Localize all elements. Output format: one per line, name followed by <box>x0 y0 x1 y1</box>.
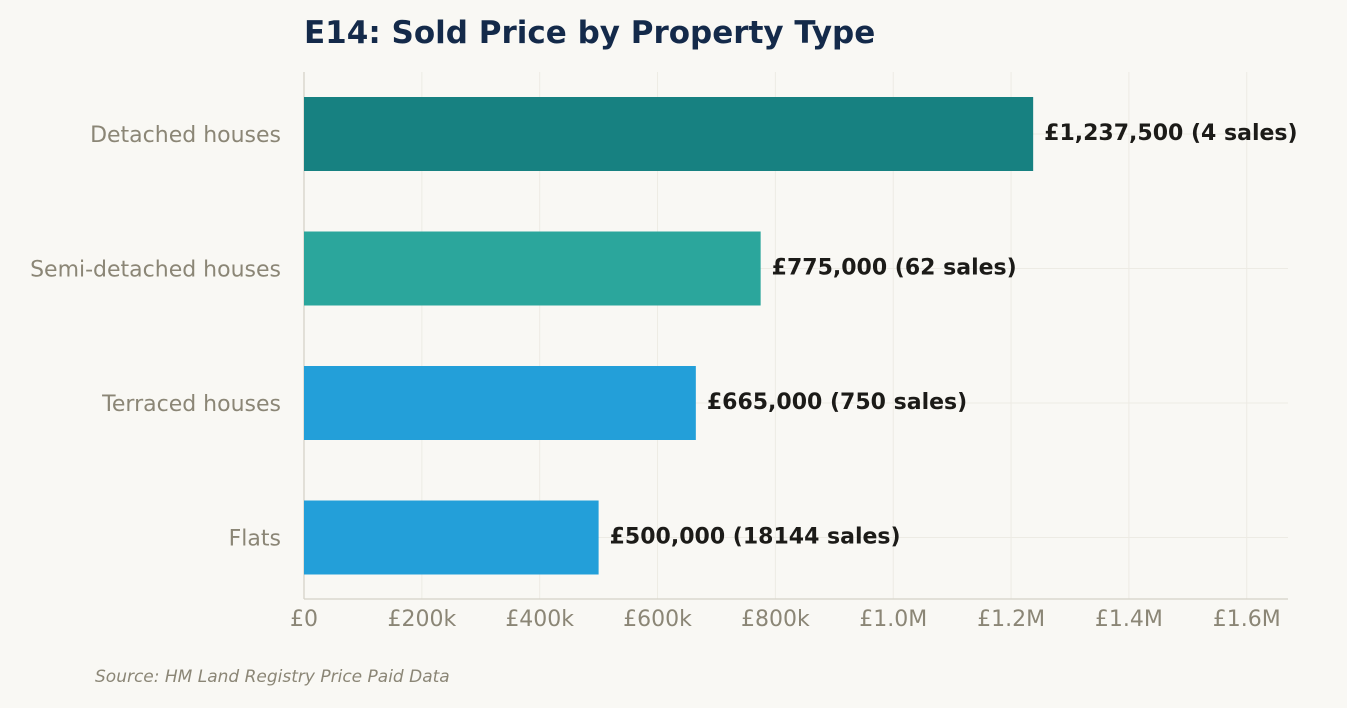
x-tick-label: £0 <box>290 607 318 632</box>
bar <box>304 231 761 306</box>
x-tick-label: £1.4M <box>1095 607 1163 632</box>
bar <box>304 366 696 440</box>
source-note: Source: HM Land Registry Price Paid Data <box>95 667 450 687</box>
chart-title: E14: Sold Price by Property Type <box>304 15 875 51</box>
data-label: £500,000 (18144 sales) <box>610 525 901 550</box>
data-label: £1,237,500 (4 sales) <box>1044 121 1297 146</box>
x-tick-label: £800k <box>741 607 810 632</box>
x-tick-label: £600k <box>623 607 692 632</box>
category-label: Flats <box>229 527 281 552</box>
category-label: Semi-detached houses <box>30 258 281 283</box>
category-label: Detached houses <box>90 123 281 148</box>
category-label: Terraced houses <box>101 392 281 417</box>
labels: £0 £200k £400k £600k £800k £1.0M £1.2M £1.4M £1.… <box>30 121 1298 632</box>
data-label: £665,000 (750 sales) <box>707 390 967 415</box>
bar <box>304 500 599 575</box>
x-tick-label: £1.0M <box>859 607 927 632</box>
x-tick-label: £1.6M <box>1213 607 1281 632</box>
bars <box>304 97 1034 575</box>
data-label: £775,000 (62 sales) <box>772 256 1017 281</box>
x-tick-label: £400k <box>505 607 574 632</box>
x-tick-label: £1.2M <box>977 607 1045 632</box>
x-tick-label: £200k <box>387 607 456 632</box>
bar <box>304 97 1034 171</box>
